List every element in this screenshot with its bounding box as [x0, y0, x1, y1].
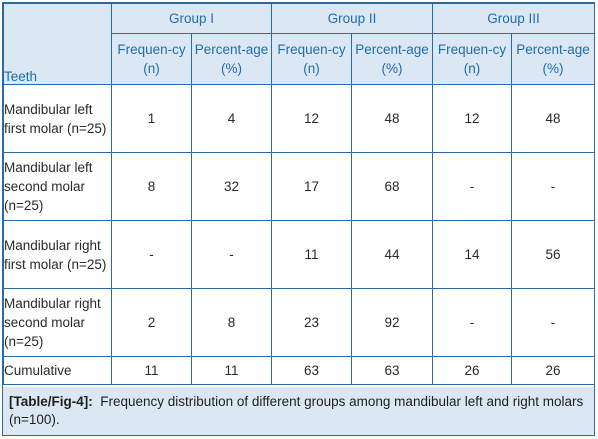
table-row-cumulative: Cumulative 11 11 63 63 26 26 — [3, 356, 595, 385]
table-cell: 12 — [271, 84, 352, 153]
row-label: Mandibular right second molar (n=25) — [3, 288, 112, 357]
table-cell: 8 — [191, 288, 272, 357]
table-row: Mandibular right second molar (n=25) 2 8… — [3, 288, 595, 357]
teeth-header: Teeth — [3, 3, 112, 85]
table-cell: 48 — [351, 84, 433, 153]
group-3-header: Group III — [432, 3, 595, 34]
row-label: Mandibular left second molar (n=25) — [3, 152, 112, 221]
table-cell: 17 — [271, 152, 352, 221]
table-cell: 92 — [351, 288, 433, 357]
table-cell: - — [511, 152, 595, 221]
group-1-header: Group I — [111, 3, 272, 34]
table-cell: 23 — [271, 288, 352, 357]
group-2-header: Group II — [271, 3, 433, 34]
table-row: Mandibular left second molar (n=25) 8 32… — [3, 152, 595, 221]
percentage-header: Percent-age (%) — [191, 33, 272, 85]
frequency-table: Teeth Group I Group II Group III Frequen… — [3, 3, 595, 385]
table-cell: 11 — [271, 220, 352, 289]
frequency-header: Frequen-cy (n) — [432, 33, 512, 85]
table-cell: 48 — [511, 84, 595, 153]
table-row: Mandibular right first molar (n=25) - - … — [3, 220, 595, 289]
caption-tag: [Table/Fig-4]: — [9, 394, 93, 409]
row-label: Cumulative — [3, 356, 112, 385]
table-cell: 26 — [511, 356, 595, 385]
table-cell: 2 — [111, 288, 192, 357]
frequency-header: Frequen-cy (n) — [271, 33, 352, 85]
table-cell: 1 — [111, 84, 192, 153]
table-cell: 11 — [111, 356, 192, 385]
table-cell: - — [191, 220, 272, 289]
table-cell: 32 — [191, 152, 272, 221]
row-label: Mandibular left first molar (n=25) — [3, 84, 112, 153]
row-label: Mandibular right first molar (n=25) — [3, 220, 112, 289]
header-row-measures: Frequen-cy (n) Percent-age (%) Frequen-c… — [4, 33, 595, 85]
table-cell: 26 — [432, 356, 512, 385]
header-row-groups: Teeth Group I Group II Group III — [3, 3, 595, 85]
table-caption: [Table/Fig-4]: Frequency distribution of… — [3, 387, 594, 435]
table-cell: 63 — [271, 356, 352, 385]
frequency-header: Frequen-cy (n) — [111, 33, 192, 85]
table-cell: - — [511, 288, 595, 357]
table-cell: 63 — [351, 356, 433, 385]
table-cell: 11 — [191, 356, 272, 385]
table-cell: 44 — [351, 220, 433, 289]
table-cell: - — [432, 152, 512, 221]
table-cell: 12 — [432, 84, 512, 153]
table-cell: 4 — [191, 84, 272, 153]
table-cell: 8 — [111, 152, 192, 221]
table-cell: - — [432, 288, 512, 357]
table-cell: 14 — [432, 220, 512, 289]
caption-text: Frequency distribution of different grou… — [9, 394, 584, 427]
table-cell: - — [111, 220, 192, 289]
table-row: Mandibular left first molar (n=25) 1 4 1… — [3, 84, 595, 153]
percentage-header: Percent-age (%) — [351, 33, 433, 85]
table-cell: 56 — [511, 220, 595, 289]
percentage-header: Percent-age (%) — [511, 33, 595, 85]
table-cell: 68 — [351, 152, 433, 221]
